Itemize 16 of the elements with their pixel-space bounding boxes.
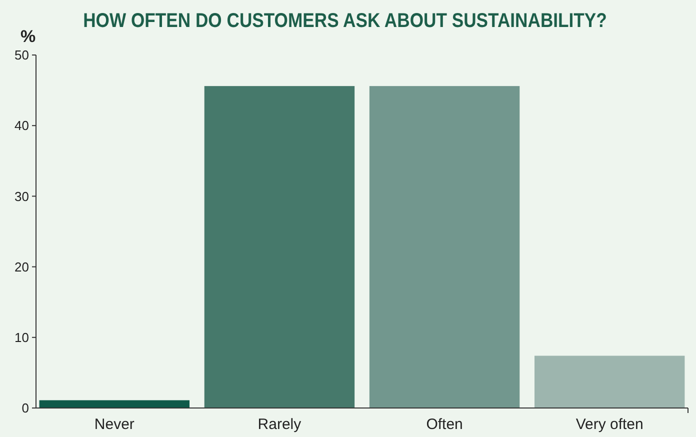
x-tick-label: Never bbox=[94, 416, 134, 433]
y-tick-label: 20 bbox=[14, 259, 29, 274]
x-tick-label: Rarely bbox=[258, 416, 302, 433]
y-tick-label: 0 bbox=[22, 400, 29, 416]
y-tick-label: 30 bbox=[14, 188, 29, 204]
y-tick-label: 50 bbox=[14, 48, 29, 63]
bar bbox=[369, 86, 520, 408]
y-tick-label: 40 bbox=[14, 118, 29, 134]
bar bbox=[534, 356, 685, 408]
x-tick-label: Very often bbox=[576, 416, 644, 433]
x-tick-label: Often bbox=[426, 416, 463, 433]
bar bbox=[204, 86, 355, 408]
chart-title: HOW OFTEN DO CUSTOMERS ASK ABOUT SUSTAINABILITY? bbox=[83, 8, 607, 32]
y-axis-title: % bbox=[20, 27, 36, 46]
y-tick-label: 10 bbox=[14, 330, 29, 345]
bar bbox=[39, 400, 190, 408]
